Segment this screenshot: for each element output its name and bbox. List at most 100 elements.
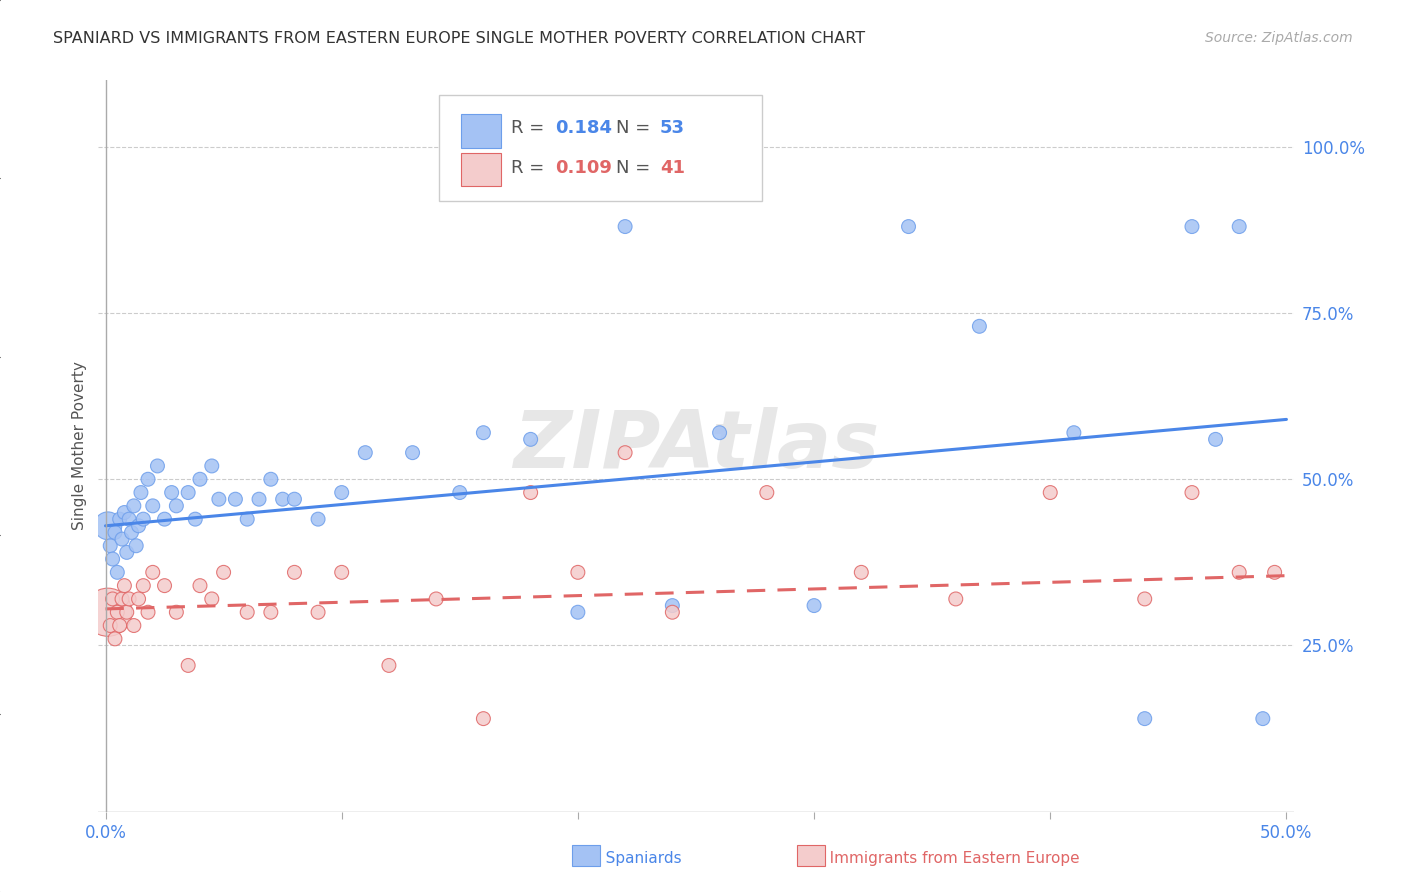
Point — [165, 605, 187, 619]
Point — [614, 445, 637, 459]
Point — [567, 566, 589, 580]
Point — [519, 433, 541, 447]
Text: R =: R = — [510, 159, 550, 177]
Point — [472, 425, 495, 440]
Point — [125, 539, 148, 553]
Point — [661, 599, 683, 613]
Point — [307, 605, 329, 619]
Y-axis label: Single Mother Poverty: Single Mother Poverty — [72, 361, 87, 531]
Point — [851, 566, 873, 580]
Point — [105, 605, 128, 619]
Point — [212, 566, 235, 580]
Point — [1133, 712, 1156, 726]
Point — [330, 485, 353, 500]
Text: Spaniards: Spaniards — [591, 851, 681, 865]
Point — [330, 566, 353, 580]
Point — [142, 566, 165, 580]
Point — [132, 512, 155, 526]
Point — [146, 458, 169, 473]
Point — [201, 591, 224, 606]
FancyBboxPatch shape — [461, 114, 501, 147]
Point — [354, 445, 377, 459]
Text: R =: R = — [510, 119, 550, 136]
Point — [121, 525, 143, 540]
Point — [104, 632, 127, 646]
Point — [111, 532, 134, 546]
Point — [1063, 425, 1085, 440]
Point — [1227, 566, 1250, 580]
Text: 41: 41 — [661, 159, 685, 177]
Point — [142, 499, 165, 513]
Point — [122, 618, 145, 632]
Point — [236, 605, 259, 619]
Point — [472, 712, 495, 726]
Point — [208, 492, 231, 507]
Point — [101, 591, 124, 606]
FancyBboxPatch shape — [797, 845, 825, 866]
Point — [260, 605, 283, 619]
Point — [105, 566, 128, 580]
Point — [98, 539, 121, 553]
Point — [945, 591, 967, 606]
Point — [247, 492, 270, 507]
Point — [165, 499, 187, 513]
Point — [111, 591, 134, 606]
Point — [129, 485, 152, 500]
Point — [614, 219, 637, 234]
Point — [115, 545, 138, 559]
Point — [115, 605, 138, 619]
Point — [108, 618, 131, 632]
Point — [122, 499, 145, 513]
Point — [803, 599, 825, 613]
FancyBboxPatch shape — [461, 153, 501, 186]
Text: SPANIARD VS IMMIGRANTS FROM EASTERN EUROPE SINGLE MOTHER POVERTY CORRELATION CHA: SPANIARD VS IMMIGRANTS FROM EASTERN EURO… — [53, 31, 866, 46]
Point — [969, 319, 991, 334]
FancyBboxPatch shape — [439, 95, 762, 201]
Point — [184, 512, 207, 526]
Point — [236, 512, 259, 526]
Point — [118, 512, 141, 526]
Point — [1181, 219, 1204, 234]
Point — [224, 492, 246, 507]
Point — [425, 591, 447, 606]
Point — [1251, 712, 1274, 726]
Point — [449, 485, 471, 500]
Point — [128, 518, 150, 533]
Text: Immigrants from Eastern Europe: Immigrants from Eastern Europe — [815, 851, 1080, 865]
Point — [1181, 485, 1204, 500]
Point — [519, 485, 541, 500]
Text: 0.184: 0.184 — [555, 119, 612, 136]
Point — [567, 605, 589, 619]
Point — [260, 472, 283, 486]
Point — [283, 566, 305, 580]
Point — [188, 579, 211, 593]
Point — [897, 219, 920, 234]
Point — [97, 605, 120, 619]
Text: Source: ZipAtlas.com: Source: ZipAtlas.com — [1205, 31, 1353, 45]
Point — [401, 445, 423, 459]
FancyBboxPatch shape — [572, 845, 600, 866]
Point — [201, 458, 224, 473]
Point — [101, 552, 124, 566]
Point — [1264, 566, 1286, 580]
Point — [1133, 591, 1156, 606]
Point — [283, 492, 305, 507]
Point — [112, 579, 135, 593]
Point — [271, 492, 294, 507]
Point — [1039, 485, 1062, 500]
Text: ZIPAtlas: ZIPAtlas — [513, 407, 879, 485]
Point — [188, 472, 211, 486]
Text: N =: N = — [616, 119, 655, 136]
Text: 0.109: 0.109 — [555, 159, 612, 177]
Point — [177, 658, 200, 673]
Point — [153, 512, 176, 526]
Point — [307, 512, 329, 526]
Point — [132, 579, 155, 593]
Text: N =: N = — [616, 159, 655, 177]
Point — [118, 591, 141, 606]
Text: 53: 53 — [661, 119, 685, 136]
Point — [177, 485, 200, 500]
Point — [709, 425, 731, 440]
Point — [108, 512, 131, 526]
Point — [661, 605, 683, 619]
